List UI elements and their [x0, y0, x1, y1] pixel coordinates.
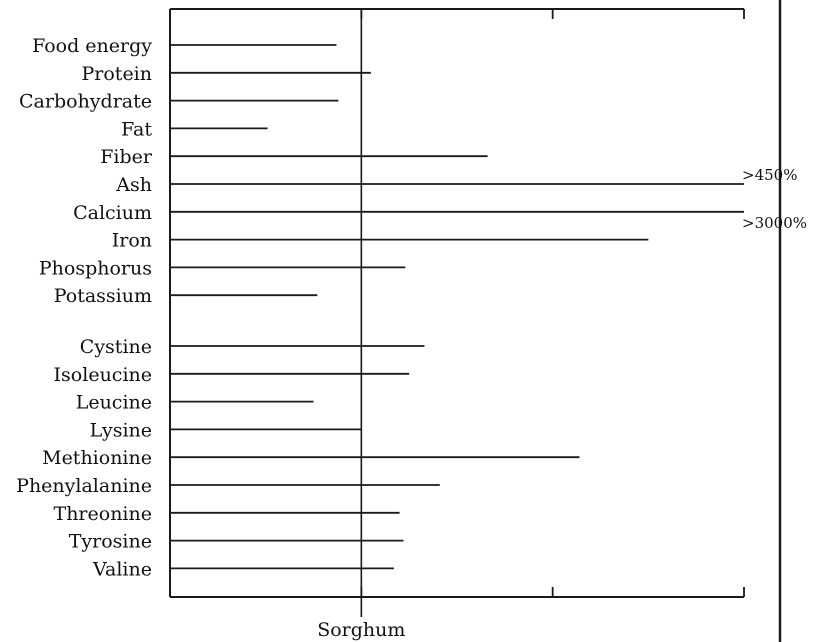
- category-label-potassium: Potassium: [54, 285, 152, 307]
- bars: [170, 44, 744, 570]
- category-label-phenylalanine: Phenylalanine: [16, 475, 152, 497]
- category-label-valine: Valine: [92, 558, 152, 580]
- annotation-ash: >450%: [742, 166, 797, 184]
- category-label-cystine: Cystine: [80, 336, 152, 358]
- category-label-carbohydrate: Carbohydrate: [19, 91, 152, 113]
- category-label-iron: Iron: [112, 230, 152, 252]
- category-label-tyrosine: Tyrosine: [69, 531, 152, 553]
- category-label-fat: Fat: [121, 118, 152, 140]
- category-label-leucine: Leucine: [76, 392, 152, 414]
- annotations: >450% >3000%: [742, 166, 807, 232]
- category-label-protein: Protein: [82, 63, 153, 85]
- reference-label: Sorghum: [317, 619, 405, 641]
- category-label-calcium: Calcium: [73, 202, 152, 224]
- category-label-food-energy: Food energy: [32, 35, 152, 57]
- category-label-isoleucine: Isoleucine: [54, 364, 152, 386]
- category-label-lysine: Lysine: [90, 419, 152, 441]
- plot-frame: [169, 0, 782, 642]
- axis-ticks: [360, 9, 745, 597]
- annotation-calcium: >3000%: [742, 214, 807, 232]
- category-label-phosphorus: Phosphorus: [39, 257, 152, 279]
- category-labels: Food energy Protein Carbohydrate Fat Fiber As…: [16, 35, 153, 580]
- category-label-fiber: Fiber: [100, 146, 153, 168]
- category-label-threonine: Threonine: [54, 503, 152, 525]
- category-label-methionine: Methionine: [42, 447, 152, 469]
- category-label-ash: Ash: [115, 174, 152, 196]
